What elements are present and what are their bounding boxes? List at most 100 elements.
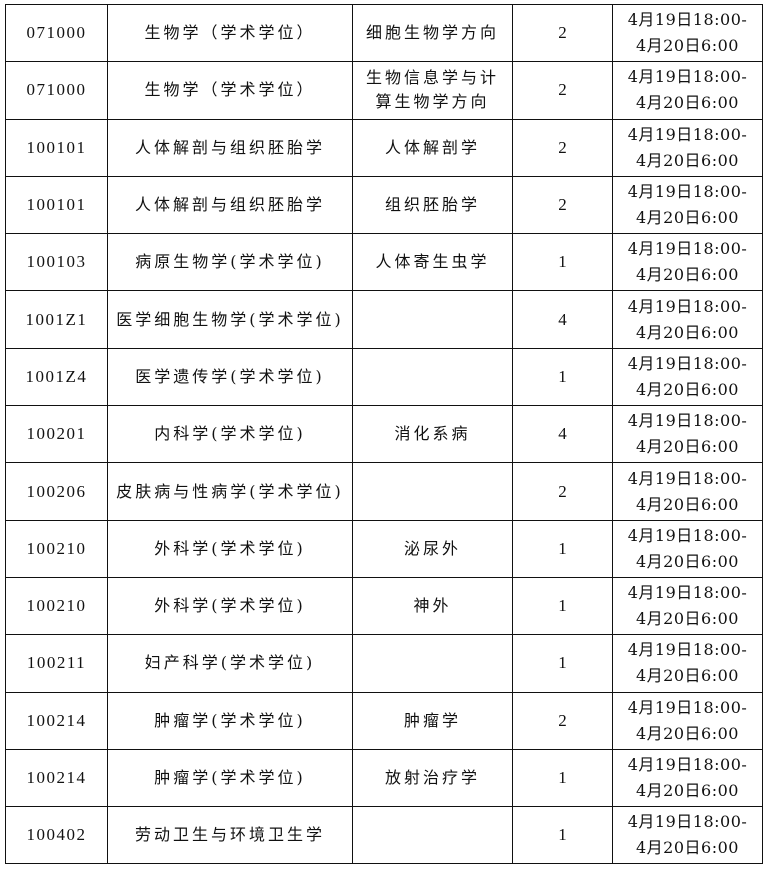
time-end: 4月20日6:00 bbox=[636, 666, 739, 686]
code-cell: 071000 bbox=[5, 3, 108, 63]
table-row: 1001Z1 医学细胞生物学(学术学位) 4 4月19日18:00- 4月20日6:00 bbox=[5, 290, 763, 349]
code-cell: 100206 bbox=[5, 462, 108, 521]
code-cell: 100201 bbox=[5, 405, 108, 464]
code-cell: 100101 bbox=[5, 118, 108, 177]
direction-cell: 肿瘤学 bbox=[352, 691, 513, 750]
time-cell: 4月19日18:00- 4月20日6:00 bbox=[612, 691, 763, 750]
time-start: 4月19日18:00- bbox=[627, 411, 748, 431]
time-start: 4月19日18:00- bbox=[627, 10, 748, 30]
code-cell: 100103 bbox=[5, 233, 108, 292]
direction-cell bbox=[352, 634, 513, 693]
count-cell: 1 bbox=[512, 347, 613, 407]
time-cell: 4月19日18:00- 4月20日6:00 bbox=[612, 347, 763, 407]
count-cell: 2 bbox=[512, 3, 613, 63]
time-cell: 4月19日18:00- 4月20日6:00 bbox=[612, 519, 763, 578]
time-cell: 4月19日18:00- 4月20日6:00 bbox=[612, 405, 763, 464]
time-cell: 4月19日18:00- 4月20日6:00 bbox=[612, 576, 763, 636]
count-cell: 2 bbox=[512, 118, 613, 177]
major-cell: 劳动卫生与环境卫生学 bbox=[107, 806, 353, 865]
direction-cell: 放射治疗学 bbox=[352, 748, 513, 808]
time-start: 4月19日18:00- bbox=[627, 182, 748, 202]
major-cell: 妇产科学(学术学位) bbox=[107, 634, 353, 693]
count-cell: 2 bbox=[512, 175, 613, 235]
count-cell: 2 bbox=[512, 462, 613, 521]
code-cell: 1001Z1 bbox=[5, 290, 108, 349]
major-cell: 医学细胞生物学(学术学位) bbox=[107, 290, 353, 349]
time-cell: 4月19日18:00- 4月20日6:00 bbox=[612, 61, 763, 120]
code-cell: 1001Z4 bbox=[5, 347, 108, 407]
count-cell: 2 bbox=[512, 691, 613, 750]
time-end: 4月20日6:00 bbox=[636, 609, 739, 629]
time-end: 4月20日6:00 bbox=[636, 150, 739, 170]
major-cell: 生物学（学术学位） bbox=[107, 3, 353, 63]
table-row: 1001Z4 医学遗传学(学术学位) 1 4月19日18:00- 4月20日6:00 bbox=[5, 347, 763, 407]
major-cell: 医学遗传学(学术学位) bbox=[107, 347, 353, 407]
count-cell: 1 bbox=[512, 634, 613, 693]
time-cell: 4月19日18:00- 4月20日6:00 bbox=[612, 290, 763, 349]
direction-cell bbox=[352, 290, 513, 349]
direction-cell bbox=[352, 347, 513, 407]
count-cell: 1 bbox=[512, 576, 613, 636]
time-cell: 4月19日18:00- 4月20日6:00 bbox=[612, 175, 763, 235]
count-cell: 1 bbox=[512, 519, 613, 578]
time-start: 4月19日18:00- bbox=[627, 697, 748, 717]
count-cell: 1 bbox=[512, 233, 613, 292]
time-start: 4月19日18:00- bbox=[627, 812, 748, 832]
table-row: 100214 肿瘤学(学术学位) 肿瘤学 2 4月19日18:00- 4月20日6:00 bbox=[5, 691, 763, 750]
code-cell: 100402 bbox=[5, 806, 108, 865]
table-row: 100402 劳动卫生与环境卫生学 1 4月19日18:00- 4月20日6:00 bbox=[5, 806, 763, 865]
direction-cell: 人体解剖学 bbox=[352, 118, 513, 177]
time-end: 4月20日6:00 bbox=[636, 379, 739, 399]
code-cell: 100101 bbox=[5, 175, 108, 235]
count-cell: 2 bbox=[512, 61, 613, 120]
major-cell: 皮肤病与性病学(学术学位) bbox=[107, 462, 353, 521]
code-cell: 100214 bbox=[5, 691, 108, 750]
code-cell: 100210 bbox=[5, 519, 108, 578]
direction-cell: 生物信息学与计算生物学方向 bbox=[352, 61, 513, 120]
time-cell: 4月19日18:00- 4月20日6:00 bbox=[612, 462, 763, 521]
major-cell: 生物学（学术学位） bbox=[107, 61, 353, 120]
time-start: 4月19日18:00- bbox=[627, 353, 748, 373]
direction-cell: 消化系病 bbox=[352, 405, 513, 464]
time-start: 4月19日18:00- bbox=[627, 239, 748, 259]
time-start: 4月19日18:00- bbox=[627, 755, 748, 774]
count-cell: 1 bbox=[512, 748, 613, 808]
count-cell: 4 bbox=[512, 290, 613, 349]
time-start: 4月19日18:00- bbox=[627, 296, 748, 316]
direction-cell bbox=[352, 806, 513, 865]
time-end: 4月20日6:00 bbox=[636, 781, 739, 800]
major-cell: 肿瘤学(学术学位) bbox=[107, 691, 353, 750]
code-cell: 100214 bbox=[5, 748, 108, 808]
table-row: 100210 外科学(学术学位) 泌尿外 1 4月19日18:00- 4月20日6:00 bbox=[5, 519, 763, 578]
count-cell: 4 bbox=[512, 405, 613, 464]
program-table: 071000 生物学（学术学位） 细胞生物学方向 2 4月19日18:00- 4月20日6… bbox=[5, 3, 763, 865]
time-cell: 4月19日18:00- 4月20日6:00 bbox=[612, 118, 763, 177]
time-end: 4月20日6:00 bbox=[636, 322, 739, 342]
table-row: 071000 生物学（学术学位） 生物信息学与计算生物学方向 2 4月19日18:00-… bbox=[5, 61, 763, 120]
time-end: 4月20日6:00 bbox=[636, 208, 739, 228]
time-start: 4月19日18:00- bbox=[627, 583, 748, 603]
time-start: 4月19日18:00- bbox=[627, 640, 748, 660]
table-row: 100206 皮肤病与性病学(学术学位) 2 4月19日18:00- 4月20日6:00 bbox=[5, 462, 763, 521]
direction-cell: 组织胚胎学 bbox=[352, 175, 513, 235]
time-end: 4月20日6:00 bbox=[636, 551, 739, 571]
major-cell: 人体解剖与组织胚胎学 bbox=[107, 175, 353, 235]
direction-cell: 细胞生物学方向 bbox=[352, 3, 513, 63]
table-row: 100101 人体解剖与组织胚胎学 人体解剖学 2 4月19日18:00- 4月20日6:… bbox=[5, 118, 763, 177]
time-start: 4月19日18:00- bbox=[627, 468, 748, 488]
count-cell: 1 bbox=[512, 806, 613, 865]
time-end: 4月20日6:00 bbox=[636, 437, 739, 457]
major-cell: 外科学(学术学位) bbox=[107, 519, 353, 578]
time-end: 4月20日6:00 bbox=[636, 265, 739, 285]
major-cell: 内科学(学术学位) bbox=[107, 405, 353, 464]
time-cell: 4月19日18:00- 4月20日6:00 bbox=[612, 233, 763, 292]
time-end: 4月20日6:00 bbox=[636, 723, 739, 743]
time-end: 4月20日6:00 bbox=[636, 494, 739, 514]
time-end: 4月20日6:00 bbox=[636, 838, 739, 858]
table-row: 100214 肿瘤学(学术学位) 放射治疗学 1 4月19日18:00- 4月20日6:0… bbox=[5, 748, 763, 808]
time-start: 4月19日18:00- bbox=[627, 525, 748, 545]
time-start: 4月19日18:00- bbox=[627, 67, 748, 87]
major-cell: 人体解剖与组织胚胎学 bbox=[107, 118, 353, 177]
time-cell: 4月19日18:00- 4月20日6:00 bbox=[612, 748, 763, 808]
time-start: 4月19日18:00- bbox=[627, 124, 748, 144]
